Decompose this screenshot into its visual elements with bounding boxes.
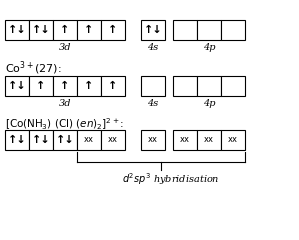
Bar [173, 20, 197, 40]
Bar [77, 76, 101, 96]
Text: 4s: 4s [147, 43, 159, 52]
Text: 3d: 3d [59, 99, 71, 108]
Bar [197, 20, 221, 40]
Text: xx: xx [148, 136, 158, 144]
Bar [53, 76, 77, 96]
Text: xx: xx [108, 136, 118, 144]
Text: 4s: 4s [147, 99, 159, 108]
Bar [221, 130, 245, 150]
Text: 4p: 4p [203, 43, 215, 52]
Bar [53, 130, 77, 150]
Bar [77, 130, 101, 150]
Text: ↑: ↑ [36, 81, 46, 91]
Text: ↑↓: ↑↓ [32, 25, 50, 35]
Text: ↑↓: ↑↓ [8, 25, 26, 35]
Bar [141, 76, 165, 96]
Bar [197, 130, 221, 150]
Bar [101, 130, 125, 150]
Bar [5, 130, 29, 150]
Bar [53, 20, 77, 40]
Bar [221, 20, 245, 40]
Text: ↑↓: ↑↓ [144, 25, 162, 35]
Bar [101, 76, 125, 96]
Bar [141, 20, 165, 40]
Bar [5, 20, 29, 40]
Text: 4p: 4p [203, 99, 215, 108]
Text: ↑↓: ↑↓ [56, 135, 74, 145]
Text: xx: xx [228, 136, 238, 144]
Text: ↑: ↑ [84, 81, 94, 91]
Bar [101, 20, 125, 40]
Text: ↑: ↑ [60, 25, 70, 35]
Text: xx: xx [84, 136, 94, 144]
Bar [29, 20, 53, 40]
Bar [77, 20, 101, 40]
Text: [Co(NH$_3$) (Cl) ($\it{en}$)$_2$]$^{2+}$:: [Co(NH$_3$) (Cl) ($\it{en}$)$_2$]$^{2+}$… [5, 116, 124, 132]
Bar [29, 76, 53, 96]
Text: ↑: ↑ [108, 81, 118, 91]
Bar [173, 76, 197, 96]
Text: $d^2sp^3$ hybridisation: $d^2sp^3$ hybridisation [122, 171, 220, 187]
Text: 3d: 3d [59, 43, 71, 52]
Text: ↑: ↑ [84, 25, 94, 35]
Text: ↑: ↑ [60, 81, 70, 91]
Text: xx: xx [180, 136, 190, 144]
Text: ↑: ↑ [108, 25, 118, 35]
Bar [197, 76, 221, 96]
Bar [5, 76, 29, 96]
Bar [141, 130, 165, 150]
Bar [173, 130, 197, 150]
Bar [221, 76, 245, 96]
Text: ↑↓: ↑↓ [32, 135, 50, 145]
Bar [29, 130, 53, 150]
Text: ↑↓: ↑↓ [8, 81, 26, 91]
Text: xx: xx [204, 136, 214, 144]
Text: Co$^{3+}$(27):: Co$^{3+}$(27): [5, 59, 62, 77]
Text: ↑↓: ↑↓ [8, 135, 26, 145]
